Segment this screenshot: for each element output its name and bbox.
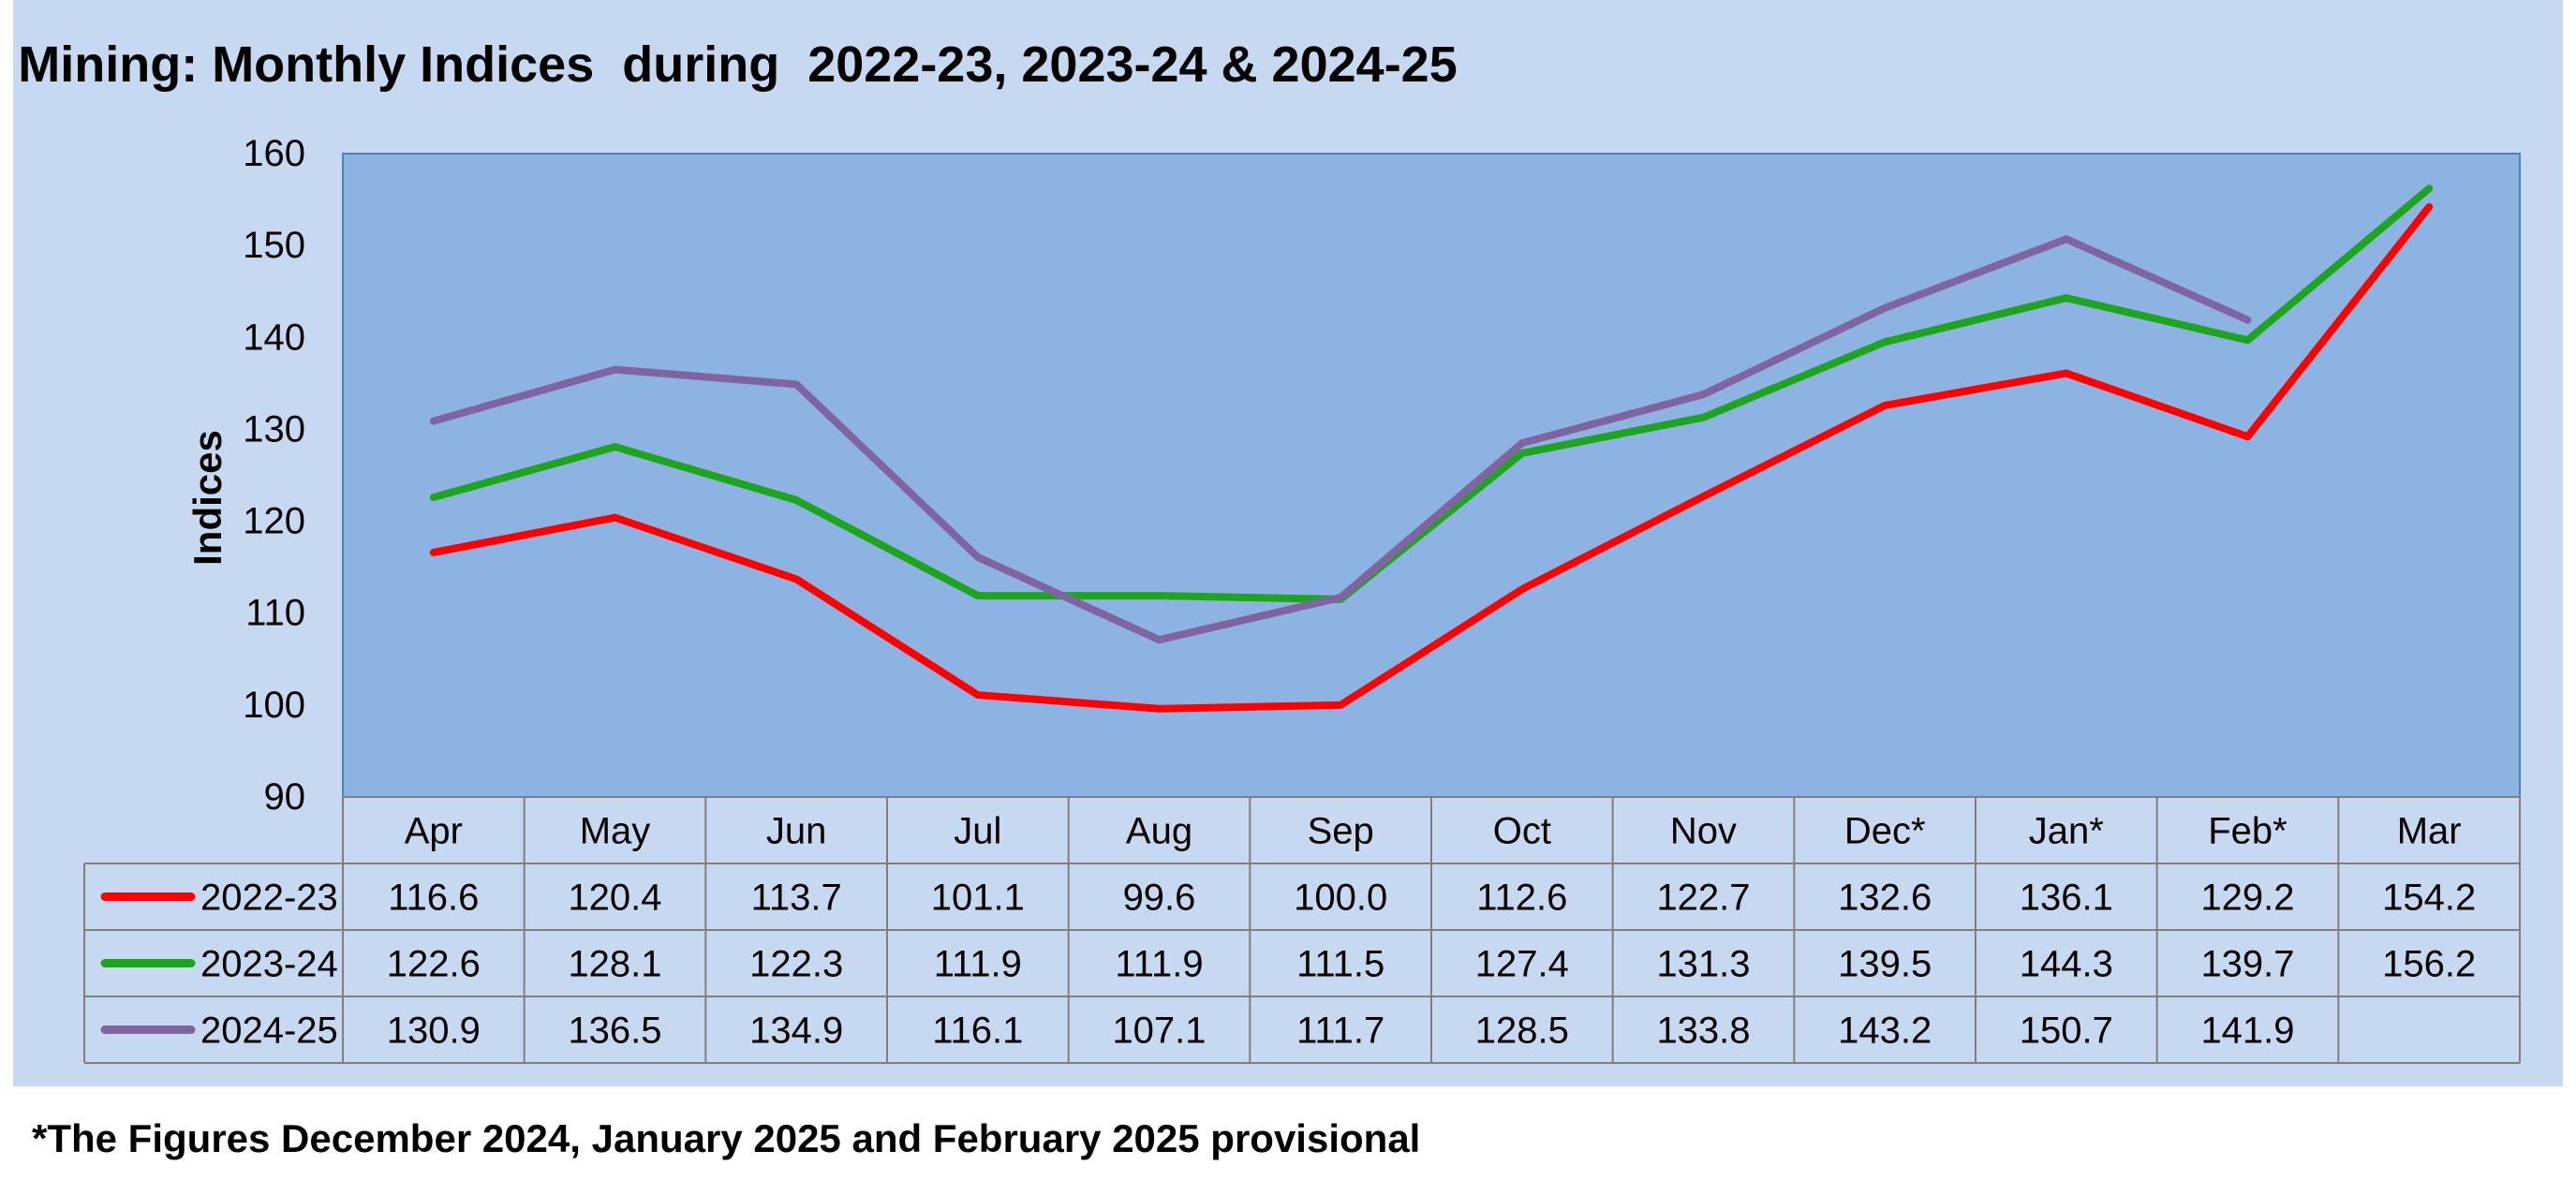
- data-label: 111.9: [1115, 944, 1203, 985]
- data-label: 111.9: [934, 944, 1022, 985]
- y-tick-label: 150: [243, 225, 305, 266]
- x-category-label: Nov: [1670, 811, 1737, 852]
- data-label: 144.3: [2020, 944, 2113, 985]
- y-axis-label: Indices: [185, 430, 229, 566]
- data-label: 154.2: [2382, 878, 2476, 919]
- data-label: 116.1: [932, 1011, 1023, 1052]
- data-label: 113.7: [751, 878, 842, 919]
- legend-label-2023-24: 2023-24: [200, 944, 338, 985]
- data-label: 136.1: [2020, 878, 2113, 919]
- series-line-2022-23: [429, 202, 2434, 713]
- x-category-label: May: [580, 811, 651, 852]
- y-tick-label: 120: [243, 501, 305, 542]
- data-label: 128.5: [1475, 1011, 1569, 1052]
- x-category-label: Mar: [2397, 811, 2462, 852]
- data-label: 99.6: [1123, 878, 1196, 919]
- series-line-2023-24: [429, 184, 2434, 603]
- chart-title: Mining: Monthly Indices during 2022-23, …: [18, 37, 1458, 93]
- x-category-label: Dec*: [1844, 811, 1926, 852]
- data-label: 101.1: [931, 878, 1025, 919]
- y-tick-label: 90: [264, 776, 306, 818]
- data-label: 139.5: [1838, 944, 1932, 985]
- data-label: 122.3: [749, 944, 843, 985]
- data-label: 100.0: [1294, 878, 1387, 919]
- x-category-label: Jan*: [2029, 811, 2104, 852]
- y-tick-label: 130: [243, 408, 305, 450]
- x-category-label: Oct: [1493, 811, 1551, 852]
- chart-panel: 90 100 110 120 130 140 150 160 Indices Apr May Jun J…: [13, 0, 2563, 1086]
- data-label: 112.6: [1476, 878, 1567, 919]
- data-label: 122.6: [387, 944, 481, 985]
- x-category-label: Jul: [954, 811, 1001, 852]
- x-category-label: Feb*: [2208, 811, 2287, 852]
- data-label: 128.1: [568, 944, 661, 985]
- data-label: 136.5: [568, 1011, 661, 1052]
- data-label: 156.2: [2382, 944, 2476, 985]
- data-label: 150.7: [2020, 1011, 2113, 1052]
- data-label: 132.6: [1838, 878, 1932, 919]
- y-tick-label: 160: [243, 133, 305, 174]
- footnote: *The Figures December 2024, January 2025…: [32, 1116, 1421, 1160]
- data-label: 131.3: [1656, 944, 1750, 985]
- data-label: 111.5: [1296, 944, 1384, 985]
- plot-area: [342, 153, 2521, 798]
- data-label: 122.7: [1656, 878, 1750, 919]
- data-label: 134.9: [749, 1011, 843, 1052]
- data-label: 129.2: [2200, 878, 2294, 919]
- y-tick-label: 100: [243, 685, 305, 726]
- data-label: 139.7: [2200, 944, 2294, 985]
- x-category-label: Apr: [405, 811, 463, 852]
- x-category-label: Jun: [766, 811, 827, 852]
- data-label: 107.1: [1112, 1011, 1206, 1052]
- data-label: 120.4: [568, 878, 661, 919]
- series-line-2024-25: [429, 235, 2252, 644]
- x-category-label: Sep: [1308, 811, 1374, 852]
- x-category-label: Aug: [1126, 811, 1192, 852]
- data-label: 127.4: [1475, 944, 1569, 985]
- legend-label-2022-23: 2022-23: [200, 878, 338, 919]
- y-tick-label: 110: [245, 593, 305, 634]
- data-label: 133.8: [1656, 1011, 1750, 1052]
- data-label: 111.7: [1296, 1011, 1384, 1052]
- chart-svg: 90 100 110 120 130 140 150 160 Indices Apr May Jun J…: [83, 133, 2521, 1064]
- y-tick-label: 140: [243, 317, 305, 358]
- data-label: 141.9: [2200, 1011, 2294, 1052]
- legend-label-2024-25: 2024-25: [200, 1011, 338, 1052]
- data-label: 143.2: [1838, 1011, 1932, 1052]
- data-label: 130.9: [387, 1011, 481, 1052]
- data-label: 116.6: [388, 878, 479, 919]
